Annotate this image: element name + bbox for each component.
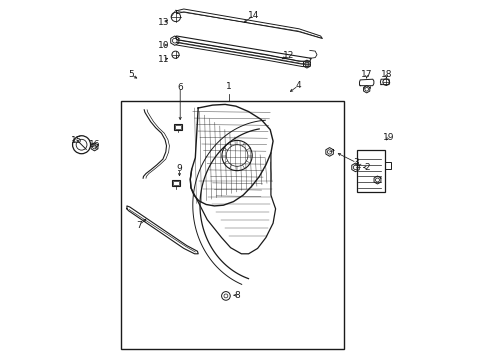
Text: 13: 13	[158, 18, 170, 27]
Text: 11: 11	[158, 55, 170, 64]
Text: 7: 7	[137, 220, 143, 230]
Text: 6: 6	[177, 83, 183, 92]
Text: 17: 17	[361, 71, 372, 80]
Text: 3: 3	[354, 158, 360, 167]
Bar	[357, 150, 386, 192]
Text: 5: 5	[128, 71, 134, 80]
Text: 2: 2	[365, 163, 370, 172]
Bar	[173, 181, 179, 185]
Text: 4: 4	[295, 81, 301, 90]
Bar	[175, 125, 181, 129]
Bar	[385, 162, 391, 169]
Text: 19: 19	[383, 133, 394, 142]
Text: 9: 9	[176, 164, 182, 173]
Text: 1: 1	[226, 82, 232, 91]
Bar	[172, 180, 180, 186]
Text: 14: 14	[248, 11, 260, 20]
Bar	[174, 124, 182, 130]
Text: 12: 12	[283, 51, 294, 60]
Text: 18: 18	[381, 71, 392, 80]
Bar	[121, 101, 344, 349]
Text: 10: 10	[158, 41, 170, 50]
Text: 8: 8	[234, 291, 240, 300]
Text: 15: 15	[71, 136, 82, 145]
Text: 16: 16	[89, 140, 100, 149]
